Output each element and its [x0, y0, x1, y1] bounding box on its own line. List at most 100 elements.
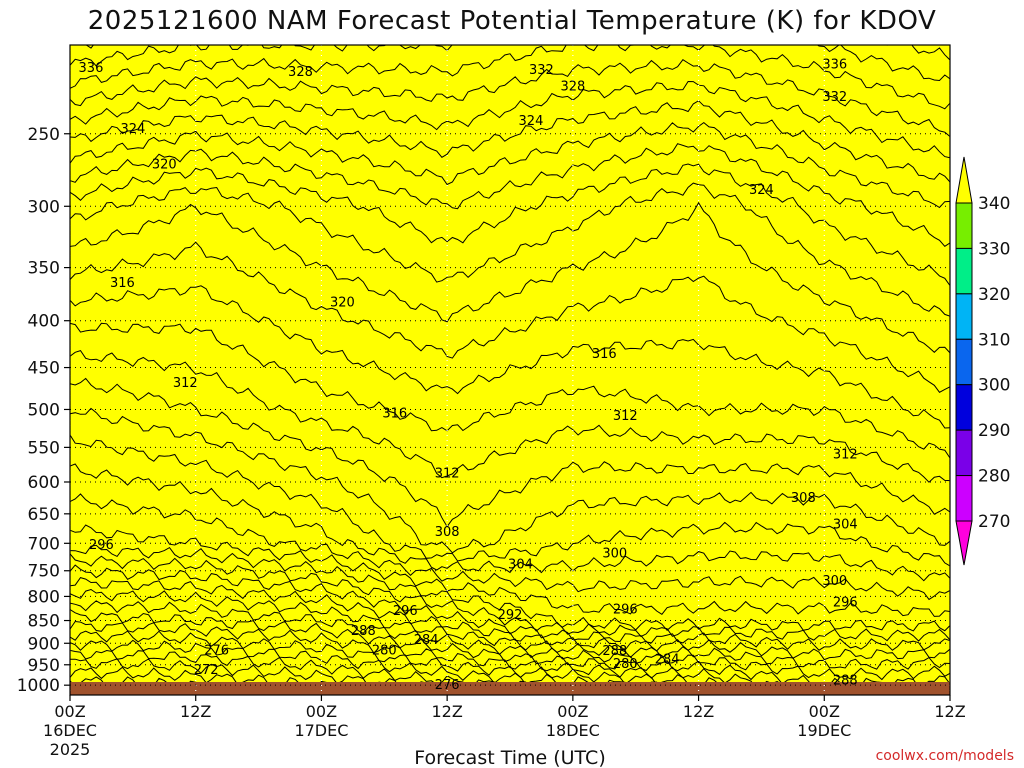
colorbar-band — [955, 429, 973, 477]
ground-strip — [70, 682, 950, 695]
contour-line-304 — [70, 434, 950, 567]
contour-label: 320 — [152, 157, 177, 172]
contour-label: 308 — [435, 525, 460, 540]
colorbar-band — [955, 202, 973, 249]
contour-line-280 — [70, 630, 925, 695]
y-axis: 2503003504004505005506006507007508008509… — [17, 125, 70, 696]
contour-label: 304 — [833, 518, 858, 533]
contour-label: 312 — [833, 448, 858, 463]
contour-line-316 — [70, 241, 950, 393]
y-tick-label: 950 — [28, 656, 60, 676]
contour-label: 332 — [822, 90, 847, 105]
x-tick-label: 12Z — [683, 702, 714, 721]
contour-line-334 — [70, 45, 950, 110]
y-tick-label: 500 — [28, 400, 60, 420]
contour-line-284 — [70, 609, 950, 690]
colorbar-label: 290 — [978, 421, 1010, 441]
contour-label: 296 — [393, 604, 418, 619]
contour-label: 316 — [382, 406, 407, 421]
x-tick-date: 16DEC — [43, 721, 97, 740]
contour-line-272 — [70, 666, 568, 695]
contour-line-288 — [70, 588, 950, 670]
colorbar-label: 330 — [978, 239, 1010, 259]
contour-label: 304 — [508, 557, 533, 572]
colorbar-band — [955, 247, 973, 295]
contour-lines — [70, 45, 950, 695]
colorbar-band — [955, 384, 973, 431]
contour-label: 308 — [791, 491, 816, 506]
contour-label: 336 — [79, 61, 104, 76]
contour-line-292 — [70, 564, 950, 651]
contour-line-324 — [70, 143, 950, 247]
contour-line-326 — [70, 121, 950, 209]
x-tick-date: 18DEC — [546, 721, 600, 740]
colorbar-cap-bottom — [955, 520, 973, 566]
x-axis-label: Forecast Time (UTC) — [414, 747, 605, 768]
contour-line-300 — [70, 493, 950, 601]
contour-label: 288 — [602, 644, 627, 659]
contour-label: 284 — [414, 633, 439, 648]
y-tick-label: 550 — [28, 438, 60, 458]
colorbar-label: 280 — [978, 467, 1010, 487]
contour-line-312 — [70, 322, 950, 459]
colorbar-band — [955, 338, 973, 386]
contour-label: 336 — [822, 57, 847, 72]
contour-label: 324 — [749, 183, 774, 198]
contour-line-290 — [70, 577, 950, 661]
x-tick-label: 12Z — [431, 702, 462, 721]
y-tick-label: 650 — [28, 505, 60, 525]
colorbar-band — [955, 293, 973, 340]
contour-label: 276 — [435, 678, 460, 693]
colorbar-label: 320 — [978, 285, 1010, 305]
contour-line-318 — [70, 201, 950, 354]
contour-label: 332 — [529, 63, 554, 78]
contour-line-278 — [70, 639, 753, 695]
contour-label: 284 — [655, 653, 680, 668]
contour-label: 324 — [120, 122, 145, 137]
contour-label: 288 — [833, 673, 858, 688]
plot-frame — [69, 44, 951, 696]
contour-line-332 — [70, 59, 950, 137]
x-tick-date: 17DEC — [294, 721, 348, 740]
contour-label: 300 — [602, 546, 627, 561]
contour-line-310 — [70, 350, 950, 483]
contour-label: 296 — [833, 595, 858, 610]
y-tick-label: 1000 — [17, 676, 60, 696]
x-tick-label: 12Z — [934, 702, 965, 721]
contour-label: 312 — [173, 376, 198, 391]
plot-area: 336 328 332 328 332 336 324 320 324 324 316 320 316 3… — [69, 44, 951, 696]
colorbar: 270 280 290 300 310 320 330 340 — [955, 156, 1010, 566]
contour-label: 280 — [372, 643, 397, 658]
contour-line-286 — [70, 600, 950, 681]
contour-label: 328 — [560, 80, 585, 95]
contour-line-306 — [70, 407, 950, 554]
contour-line-322 — [70, 163, 950, 286]
x-tick-date: 19DEC — [797, 721, 851, 740]
y-tick-label: 400 — [28, 312, 60, 332]
contour-label: 300 — [822, 574, 847, 589]
credit-link[interactable]: coolwx.com/models — [876, 748, 1014, 764]
y-tick-label: 850 — [28, 612, 60, 632]
contour-label: 296 — [89, 538, 114, 553]
contour-line-302 — [70, 463, 950, 582]
contour-label: 292 — [498, 608, 523, 623]
y-tick-label: 600 — [28, 473, 60, 493]
contour-line-314 — [70, 285, 950, 429]
colorbar-cap-top — [955, 156, 973, 204]
chart-title: 2025121600 NAM Forecast Potential Temper… — [88, 6, 937, 36]
contour-label: 316 — [110, 276, 135, 291]
contour-line-298 — [70, 524, 950, 617]
colorbar-label: 340 — [978, 194, 1010, 214]
x-tick-label: 12Z — [180, 702, 211, 721]
contour-line-320 — [70, 182, 950, 317]
contour-labels: 336 328 332 328 332 336 324 320 324 324 316 320 316 3… — [79, 57, 858, 693]
contour-label: 272 — [194, 663, 219, 678]
contour-label: 324 — [519, 114, 544, 129]
y-tick-label: 700 — [28, 534, 60, 554]
y-tick-label: 250 — [28, 125, 60, 145]
contour-label: 316 — [592, 347, 617, 362]
contour-label: 276 — [204, 643, 229, 658]
x-tick-year: 2025 — [50, 740, 91, 759]
